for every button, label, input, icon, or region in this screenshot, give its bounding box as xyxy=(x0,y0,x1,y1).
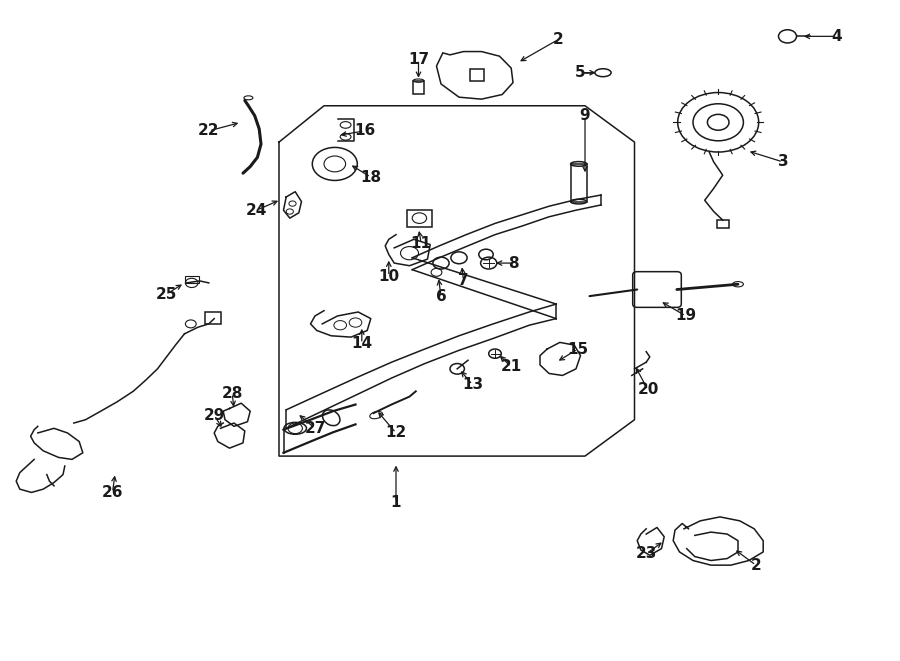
Text: 19: 19 xyxy=(675,309,697,323)
Text: 12: 12 xyxy=(385,426,407,440)
Text: 25: 25 xyxy=(156,287,177,301)
Text: 13: 13 xyxy=(462,377,483,392)
Bar xyxy=(184,276,199,283)
Text: 22: 22 xyxy=(198,124,220,138)
Text: 29: 29 xyxy=(203,408,225,422)
Bar xyxy=(205,312,221,324)
Text: 26: 26 xyxy=(102,485,123,500)
Text: 2: 2 xyxy=(553,32,563,47)
Text: 17: 17 xyxy=(408,52,429,67)
Text: 27: 27 xyxy=(304,421,326,436)
Text: 3: 3 xyxy=(778,155,788,169)
Text: 8: 8 xyxy=(508,256,518,270)
Bar xyxy=(407,210,432,227)
Text: 20: 20 xyxy=(637,383,659,397)
Text: 21: 21 xyxy=(500,360,522,374)
Text: 2: 2 xyxy=(751,558,761,572)
Text: 24: 24 xyxy=(246,203,267,217)
Text: 6: 6 xyxy=(436,289,446,303)
Text: 16: 16 xyxy=(354,124,375,138)
Text: 18: 18 xyxy=(360,170,382,184)
Text: 9: 9 xyxy=(580,108,590,123)
Bar xyxy=(413,81,424,94)
Text: 1: 1 xyxy=(391,495,401,510)
Text: 7: 7 xyxy=(458,274,469,288)
Bar xyxy=(717,220,729,228)
Text: 10: 10 xyxy=(378,269,400,284)
Text: 5: 5 xyxy=(575,65,586,80)
Bar xyxy=(571,164,587,202)
Text: 14: 14 xyxy=(351,336,373,351)
Text: 15: 15 xyxy=(567,342,589,356)
Text: 11: 11 xyxy=(410,236,432,251)
Text: 4: 4 xyxy=(832,29,842,44)
Text: 23: 23 xyxy=(635,547,657,561)
Text: 28: 28 xyxy=(221,386,243,401)
